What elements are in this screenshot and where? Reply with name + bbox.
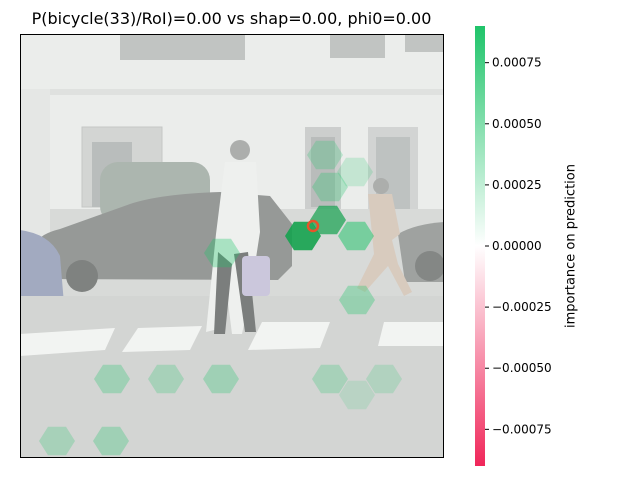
colorbar-ticks: 0.00075 0.00050 0.00025 0.00000 −0.00025 −0.0…	[485, 56, 552, 436]
colorbar-tick-label: −0.00075	[492, 422, 552, 436]
roi-marker-circle	[306, 219, 320, 233]
colorbar-tick-label: 0.00075	[492, 56, 542, 70]
background-photo	[20, 34, 444, 458]
colorbar-label: importance on prediction	[563, 164, 579, 328]
shap-cell	[148, 364, 184, 394]
colorbar-tick-label: 0.00025	[492, 178, 542, 192]
roi-marker	[306, 219, 320, 233]
shap-cell	[339, 380, 375, 410]
shap-cell	[312, 364, 348, 394]
plot-frame	[20, 34, 444, 458]
shap-cells	[39, 140, 402, 456]
heatmap-plot-area	[20, 34, 444, 458]
colorbar: 0.00075 0.00050 0.00025 0.00000 −0.00025 −0.0…	[475, 26, 552, 466]
shap-cell	[366, 364, 402, 394]
shap-cell	[204, 238, 240, 268]
colorbar-gradient	[475, 26, 485, 466]
chart-title: P(bicycle(33)/RoI)=0.00 vs shap=0.00, ph…	[31, 9, 432, 28]
image-fade-overlay	[20, 34, 444, 458]
shap-cell	[312, 172, 348, 202]
shap-cell	[337, 157, 373, 187]
colorbar-tick-label: 0.00000	[492, 239, 542, 253]
colorbar-tick-label: −0.00025	[492, 300, 552, 314]
shap-cell	[203, 364, 239, 394]
shap-cell	[339, 285, 375, 315]
shap-cell	[94, 364, 130, 394]
shap-cell	[307, 140, 343, 170]
colorbar-tick-label: 0.00050	[492, 117, 542, 131]
shap-cell	[285, 221, 321, 251]
shap-cell	[39, 426, 75, 456]
shap-cell	[93, 426, 129, 456]
shap-cell	[338, 221, 374, 251]
colorbar-tick-label: −0.00050	[492, 361, 552, 375]
